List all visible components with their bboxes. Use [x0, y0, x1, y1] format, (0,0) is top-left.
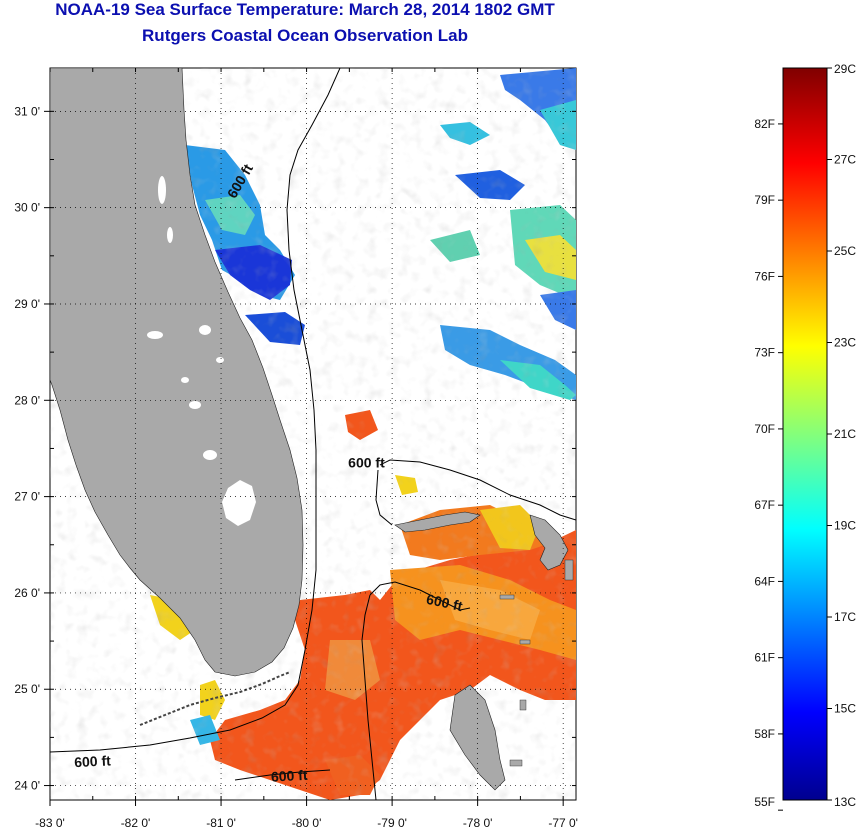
- lon-tick-label: -82 0': [121, 816, 151, 830]
- fahrenheit-label: 64F: [754, 574, 775, 588]
- map-subtitle: Rutgers Coastal Ocean Observation Lab: [142, 26, 468, 45]
- celsius-label: 27C: [834, 153, 856, 167]
- celsius-label: 15C: [834, 702, 856, 716]
- celsius-label: 17C: [834, 610, 856, 624]
- lat-tick-label: 31 0': [14, 104, 40, 118]
- grand-bahama: [394, 511, 481, 533]
- contour-label-600ft: 600 ft: [74, 752, 112, 770]
- contour-label-600ft: 600 ft: [348, 455, 385, 471]
- small-islands: [499, 559, 574, 767]
- fahrenheit-label: 67F: [754, 498, 775, 512]
- lat-tick-label: 29 0': [14, 297, 40, 311]
- lon-tick-label: -83 0': [35, 816, 65, 830]
- lat-tick-label: 30 0': [14, 201, 40, 215]
- lat-tick-label: 26 0': [14, 586, 40, 600]
- lon-tick-label: -79 0': [377, 816, 407, 830]
- axis-labels: -83 0' -82 0' -81 0' -80 0' -79 0' -78 0' -77 …: [14, 68, 578, 830]
- depth-contours: [50, 68, 576, 800]
- andros-island: [449, 684, 506, 791]
- lake-okeechobee: [222, 480, 256, 526]
- celsius-label: 13C: [834, 795, 856, 809]
- celsius-label: 25C: [834, 244, 856, 258]
- florida-keys: [139, 671, 291, 726]
- fahrenheit-label: 70F: [754, 422, 775, 436]
- contour-600ft-bahama-west: [375, 469, 393, 526]
- lat-tick-label: 27 0': [14, 490, 40, 504]
- fahrenheit-label: 79F: [754, 193, 775, 207]
- fahrenheit-label: 61F: [754, 651, 775, 665]
- contour-600ft-straits: [361, 594, 377, 800]
- lat-tick-label: 25 0': [14, 682, 40, 696]
- celsius-label: 21C: [834, 427, 856, 441]
- fahrenheit-label: 73F: [754, 346, 775, 360]
- celsius-label: 23C: [834, 336, 856, 350]
- fahrenheit-label: 76F: [754, 269, 775, 283]
- lat-tick-label: 28 0': [14, 393, 40, 407]
- map-title: NOAA-19 Sea Surface Temperature: March 2…: [55, 0, 555, 19]
- fahrenheit-label: 82F: [754, 117, 775, 131]
- contour-600ft-south: [234, 769, 331, 781]
- fahrenheit-label: 55F: [754, 795, 775, 809]
- color-scale: 29C 27C 25C 23C 21C 19C 17C 15C 13C 82F 79F 76F 73F 7…: [754, 62, 856, 811]
- lon-tick-label: -78 0': [463, 816, 493, 830]
- great-abaco: [529, 514, 569, 571]
- contour-600ft-bahama-north: [379, 459, 576, 521]
- celsius-label: 19C: [834, 519, 856, 533]
- fahrenheit-label: 58F: [754, 727, 775, 741]
- color-scale-bar: [782, 67, 828, 801]
- lon-tick-label: -81 0': [206, 816, 236, 830]
- lon-tick-label: -77 0': [548, 816, 578, 830]
- contour-label-600ft: 600 ft: [425, 591, 464, 614]
- lon-tick-label: -80 0': [292, 816, 322, 830]
- contour-label-600ft: 600 ft: [271, 767, 309, 785]
- lat-tick-label: 24 0': [14, 779, 40, 793]
- graticule: [50, 68, 576, 800]
- contour-600ft-providence: [369, 581, 471, 611]
- celsius-label: 29C: [834, 62, 856, 76]
- inland-lakes: [147, 176, 224, 460]
- contour-600ft-florida: [50, 68, 341, 753]
